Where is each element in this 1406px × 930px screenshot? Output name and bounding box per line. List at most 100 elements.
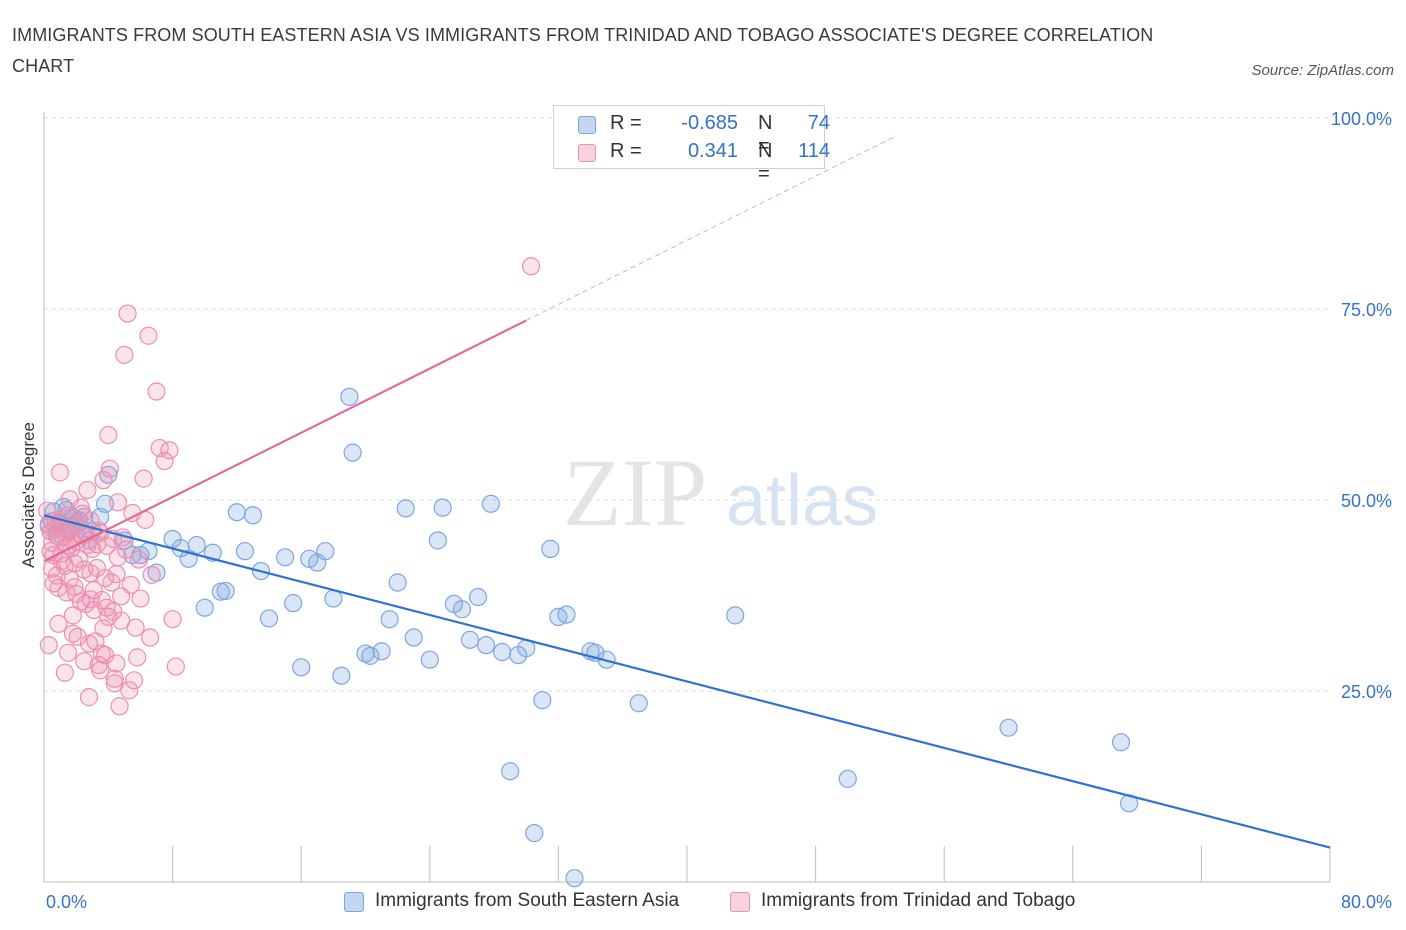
pink-point: [120, 681, 139, 700]
pink-point: [39, 636, 58, 655]
y-tick-label: 100.0%: [1331, 109, 1392, 129]
pink-point: [97, 598, 116, 617]
pink-point: [47, 526, 66, 546]
blue-point: [541, 539, 560, 558]
pink-point: [128, 648, 147, 667]
axes: [43, 112, 1331, 883]
pink-point: [116, 540, 136, 559]
pink-point: [49, 614, 68, 633]
blue-point: [460, 630, 480, 649]
blue-point: [726, 606, 745, 625]
pink-trend-line: [43, 319, 527, 563]
blue-point: [235, 542, 255, 561]
pink-point: [94, 619, 113, 638]
pink-point: [163, 610, 182, 629]
x-tick-label: 0.0%: [46, 892, 87, 912]
y-tick-label: 50.0%: [1341, 491, 1392, 511]
blue-point: [557, 605, 576, 624]
blue-point: [380, 610, 399, 629]
pink-swatch: [730, 892, 750, 912]
pink-swatch: [578, 144, 596, 162]
pink-point: [100, 459, 120, 478]
blue-point: [1111, 733, 1131, 752]
tick-labels: 100.0% 75.0% 50.0% 25.0% 0.0% 80.0%: [46, 109, 1392, 912]
blue-point: [428, 531, 447, 550]
blue-point: [396, 499, 415, 518]
r-label: R =: [610, 112, 642, 134]
trend-lines: [43, 135, 1331, 849]
pink-point: [73, 504, 92, 523]
blue-point: [565, 869, 584, 888]
blue-swatch: [344, 892, 364, 912]
pink-point: [140, 628, 160, 647]
blue-point: [340, 387, 359, 406]
pink-point: [521, 257, 541, 276]
pink-point: [129, 550, 148, 569]
source-label: Source: ZipAtlas.com: [1251, 62, 1394, 79]
blue-point: [404, 628, 423, 647]
y-tick-label: 25.0%: [1341, 682, 1392, 702]
blue-point: [361, 646, 380, 665]
blue-trend-line: [43, 514, 1331, 849]
blue-point: [452, 600, 472, 619]
x-tick-label: 80.0%: [1341, 892, 1392, 912]
blue-point: [195, 598, 214, 617]
pink-point: [107, 654, 126, 673]
blue-point: [316, 542, 335, 561]
pink-point: [63, 606, 83, 625]
pink-point: [108, 493, 128, 512]
n-label: N =: [758, 140, 773, 185]
blue-point: [468, 587, 488, 607]
blue-point: [276, 548, 295, 567]
pink-point: [65, 554, 84, 573]
pink-point: [121, 575, 140, 594]
pink-point: [95, 568, 115, 588]
blue-point: [533, 691, 552, 710]
pink-point: [118, 304, 137, 323]
pink-point: [142, 565, 161, 584]
blue-point: [332, 666, 351, 685]
pink-point: [92, 644, 111, 663]
watermark-zip: ZIP: [563, 439, 707, 546]
n-value: 74: [807, 112, 830, 134]
legend-label: Immigrants from Trinidad and Tobago: [761, 890, 1076, 911]
pink-point: [110, 697, 129, 716]
pink-point: [115, 345, 134, 364]
n-label: N =: [758, 112, 773, 157]
blue-point: [838, 769, 857, 788]
pink-point: [63, 624, 83, 643]
blue-point: [99, 465, 118, 484]
pink-point: [65, 577, 84, 597]
pink-point: [166, 657, 185, 676]
blue-point: [259, 609, 279, 628]
watermark: ZIP atlas: [563, 439, 878, 546]
r-value: 0.341: [687, 140, 738, 162]
pink-point: [112, 611, 131, 630]
y-tick-label: 75.0%: [1341, 300, 1392, 320]
blue-point: [216, 581, 235, 601]
pink-point: [79, 634, 99, 653]
blue-point: [476, 636, 496, 655]
pink-point: [131, 589, 150, 608]
watermark-atlas: atlas: [726, 461, 878, 541]
blue-point: [147, 563, 166, 582]
pink-point: [124, 671, 144, 690]
pink-point: [79, 688, 99, 707]
pink-point: [105, 669, 124, 688]
pink-point: [134, 469, 153, 488]
blue-point: [999, 718, 1018, 737]
blue-point: [388, 573, 407, 592]
pink-point: [46, 519, 65, 539]
pink-point: [78, 480, 97, 500]
blue-point: [284, 594, 303, 613]
pink-trend-extension: [526, 135, 897, 321]
pink-point: [105, 674, 124, 693]
blue-point: [501, 762, 520, 781]
pink-point: [139, 326, 158, 345]
blue-point: [372, 642, 391, 661]
pink-point: [75, 652, 94, 671]
pink-point: [59, 643, 78, 662]
pink-point: [91, 661, 110, 680]
pink-point: [94, 471, 113, 490]
n-value: 114: [798, 140, 830, 162]
